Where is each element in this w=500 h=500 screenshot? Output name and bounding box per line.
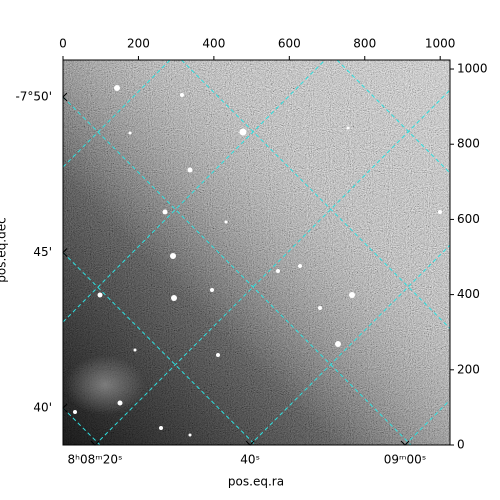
dec-grid-line [62, 252, 256, 446]
y-axis-label: pos.eq.dec [0, 217, 9, 282]
y-tick-label: 800 [457, 137, 480, 151]
dec-tick [62, 403, 68, 413]
dec-tick-label: 45' [33, 245, 52, 259]
x-tick-label: 1000 [425, 37, 456, 51]
dec-tick-label: -7°50' [15, 90, 52, 104]
dec-grid-line [62, 96, 412, 446]
y-tick-label: 200 [457, 362, 480, 376]
y-tick-label: 400 [457, 287, 480, 301]
x-tick-label: 800 [353, 37, 376, 51]
grid [62, 59, 451, 446]
ra-grid-line [62, 59, 326, 323]
ra-tick [400, 440, 410, 446]
y-tick-label: 1000 [457, 62, 488, 76]
ra-tick [90, 440, 100, 446]
ra-tick-label: 09ᵐ00ˢ [384, 453, 427, 467]
ra-tick-label: 40ˢ [240, 453, 260, 467]
ra-tick-label: 8ʰ08ᵐ20ˢ [68, 453, 123, 467]
dec-tick [62, 92, 68, 102]
x-tick-label: 400 [202, 37, 225, 51]
dec-grid-line [181, 59, 451, 329]
y-tick-label: 600 [457, 212, 480, 226]
ra-grid-line [249, 244, 451, 446]
x-axis-label: pos.eq.ra [228, 475, 284, 489]
ra-grid-line [404, 399, 451, 446]
dec-tick [62, 248, 68, 257]
x-tick-label: 0 [59, 37, 67, 51]
dec-grid-line [336, 59, 451, 174]
ra-tick [245, 440, 255, 446]
dec-tick-label: 40' [33, 401, 52, 415]
x-tick-label: 200 [127, 37, 150, 51]
x-tick-label: 600 [278, 37, 301, 51]
sky-image [63, 60, 450, 445]
dec-grid-line [62, 407, 101, 446]
stars [73, 85, 442, 437]
ra-grid-line [62, 59, 171, 168]
y-tick-label: 0 [457, 438, 465, 452]
